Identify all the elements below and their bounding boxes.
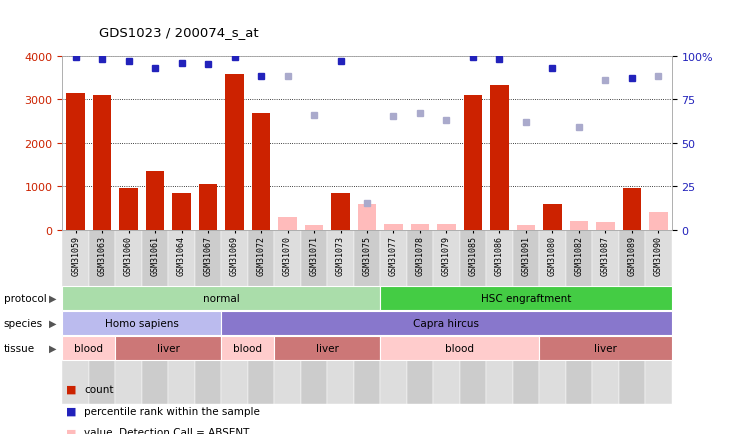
Bar: [380, 230, 407, 404]
Bar: [433, 230, 459, 404]
Bar: [199, 184, 217, 230]
Bar: [120, 189, 138, 230]
Text: liver: liver: [594, 343, 617, 353]
Text: value, Detection Call = ABSENT: value, Detection Call = ABSENT: [84, 427, 250, 434]
Bar: [622, 189, 641, 230]
Text: species: species: [4, 318, 43, 328]
Bar: [146, 171, 164, 230]
Bar: [596, 223, 614, 230]
Bar: [278, 218, 297, 230]
Bar: [168, 230, 195, 404]
Bar: [331, 193, 350, 230]
Text: Homo sapiens: Homo sapiens: [105, 318, 179, 328]
Text: ■: ■: [66, 406, 76, 415]
Text: blood: blood: [74, 343, 103, 353]
Text: liver: liver: [157, 343, 180, 353]
Bar: [645, 230, 672, 404]
Bar: [486, 230, 512, 404]
Bar: [195, 230, 222, 404]
Text: ▶: ▶: [49, 293, 57, 303]
Bar: [66, 93, 85, 230]
Bar: [543, 205, 562, 230]
Text: liver: liver: [316, 343, 338, 353]
Bar: [301, 230, 327, 404]
Bar: [649, 213, 668, 230]
Bar: [411, 225, 429, 230]
Bar: [459, 230, 486, 404]
Bar: [252, 114, 270, 230]
Text: ■: ■: [66, 384, 76, 394]
Text: percentile rank within the sample: percentile rank within the sample: [84, 406, 261, 415]
Bar: [92, 95, 112, 230]
Text: normal: normal: [203, 293, 240, 303]
Bar: [407, 230, 433, 404]
Bar: [357, 205, 377, 230]
Bar: [275, 230, 301, 404]
Text: Capra hircus: Capra hircus: [413, 318, 479, 328]
Bar: [248, 230, 275, 404]
Text: blood: blood: [233, 343, 262, 353]
Text: count: count: [84, 384, 114, 394]
Bar: [354, 230, 380, 404]
Bar: [305, 226, 323, 230]
Bar: [490, 86, 509, 230]
Text: ▶: ▶: [49, 318, 57, 328]
Bar: [222, 230, 248, 404]
Bar: [384, 225, 403, 230]
Bar: [539, 230, 566, 404]
Text: HSC engraftment: HSC engraftment: [481, 293, 571, 303]
Bar: [115, 230, 142, 404]
Bar: [570, 221, 588, 230]
Text: tissue: tissue: [4, 343, 34, 353]
Text: ▶: ▶: [49, 343, 57, 353]
Text: GDS1023 / 200074_s_at: GDS1023 / 200074_s_at: [99, 26, 258, 39]
Bar: [225, 75, 244, 230]
Bar: [566, 230, 592, 404]
Bar: [619, 230, 645, 404]
Bar: [464, 95, 482, 230]
Bar: [62, 230, 89, 404]
Text: ■: ■: [66, 427, 76, 434]
Bar: [512, 230, 539, 404]
Text: protocol: protocol: [4, 293, 46, 303]
Bar: [437, 224, 456, 230]
Text: blood: blood: [446, 343, 474, 353]
Bar: [327, 230, 354, 404]
Bar: [89, 230, 115, 404]
Bar: [592, 230, 619, 404]
Bar: [142, 230, 168, 404]
Bar: [517, 225, 535, 230]
Bar: [172, 193, 191, 230]
